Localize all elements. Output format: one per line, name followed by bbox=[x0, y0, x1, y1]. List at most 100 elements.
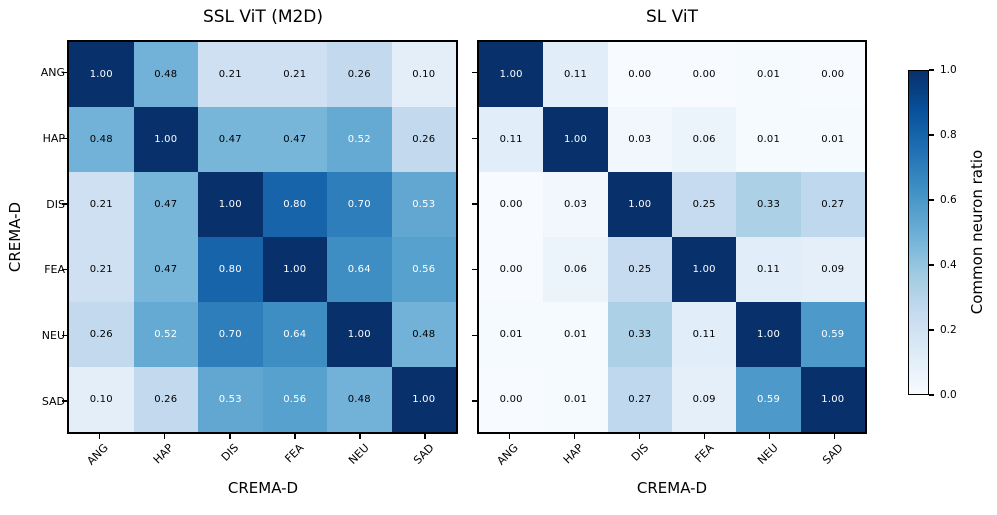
heatmap-cell: 0.52 bbox=[327, 107, 392, 172]
colorbar-tick bbox=[929, 264, 934, 266]
axis-tick bbox=[472, 400, 477, 402]
heatmap-cell: 0.00 bbox=[672, 42, 737, 107]
heatmap-cell: 0.47 bbox=[133, 237, 198, 302]
heatmap-cell: 0.21 bbox=[69, 172, 134, 237]
heatmap-cell: 0.21 bbox=[262, 42, 327, 107]
axis-tick bbox=[228, 434, 231, 439]
heatmap-cell: 0.03 bbox=[543, 172, 608, 237]
xtick-label: ANG bbox=[84, 441, 112, 468]
heatmap-cell: 0.01 bbox=[736, 42, 801, 107]
heatmap-cell: 0.21 bbox=[198, 42, 263, 107]
heatmap-cell: 0.01 bbox=[543, 367, 608, 432]
axis-tick bbox=[359, 434, 361, 439]
colorbar-tick bbox=[929, 199, 934, 201]
colorbar-label: Common neuron ratio bbox=[968, 149, 986, 315]
heatmap-cell: 0.06 bbox=[672, 107, 737, 172]
colorbar-tick-label: 1.0 bbox=[940, 64, 957, 76]
heatmap-cell: 0.33 bbox=[607, 302, 672, 367]
axis-tick bbox=[472, 137, 477, 140]
axis-tick bbox=[833, 434, 836, 439]
heatmap-cell: 0.01 bbox=[479, 302, 544, 367]
heatmap-cell: 0.52 bbox=[133, 302, 198, 367]
axis-tick bbox=[62, 137, 67, 140]
colorbar-tick bbox=[929, 329, 934, 331]
xtick-label: FEA bbox=[282, 441, 307, 466]
heatmap-cell: 0.80 bbox=[198, 237, 263, 302]
heatmap-cell: 0.06 bbox=[543, 237, 608, 302]
heatmap-cell: 0.47 bbox=[133, 172, 198, 237]
heatmap-cell: 0.11 bbox=[672, 302, 737, 367]
heatmap-cell: 1.00 bbox=[327, 302, 392, 367]
colorbar-tick-label: 0.4 bbox=[940, 259, 957, 271]
heatmap-cell: 0.27 bbox=[607, 367, 672, 432]
right-heatmap-title: SL ViT bbox=[645, 7, 699, 27]
colorbar-tick bbox=[929, 69, 934, 71]
xtick-label: NEU bbox=[346, 441, 372, 467]
heatmap-cell: 0.53 bbox=[391, 172, 456, 237]
axis-tick bbox=[294, 434, 296, 439]
heatmap-cell: 0.09 bbox=[672, 367, 737, 432]
heatmap-cell: 0.26 bbox=[133, 367, 198, 432]
axis-tick bbox=[62, 71, 67, 74]
heatmap-cell: 0.03 bbox=[607, 107, 672, 172]
axis-tick bbox=[508, 434, 511, 439]
heatmap-sl-vit: 1.00 0.11 0.00 0.00 0.01 0.00 0.11 1.00 0.03 0.06… bbox=[477, 40, 867, 434]
heatmap-cell: 1.00 bbox=[391, 367, 456, 432]
heatmap-cell: 0.11 bbox=[543, 42, 608, 107]
xtick-label: HAP bbox=[151, 441, 177, 467]
heatmap-cell: 0.53 bbox=[198, 367, 263, 432]
colorbar-tick-label: 0.2 bbox=[940, 324, 957, 336]
heatmap-cell: 0.09 bbox=[800, 237, 865, 302]
x-axis-label-left: CREMA-D bbox=[227, 479, 299, 497]
xtick-label: DIS bbox=[628, 441, 651, 464]
heatmap-cell: 1.00 bbox=[800, 367, 865, 432]
axis-tick bbox=[472, 268, 477, 271]
heatmap-ssl-vit: 1.00 0.48 0.21 0.21 0.26 0.10 0.48 1.00 0.47 0.47… bbox=[67, 40, 458, 434]
axis-tick bbox=[62, 334, 67, 337]
colorbar-tick-label: 0.8 bbox=[940, 129, 957, 141]
heatmap-cell: 0.11 bbox=[736, 237, 801, 302]
heatmap-cell: 0.00 bbox=[607, 42, 672, 107]
ytick-label: FEA bbox=[44, 263, 65, 277]
ytick-label: NEU bbox=[41, 329, 65, 342]
heatmap-cell: 0.26 bbox=[391, 107, 456, 172]
heatmap-cell: 1.00 bbox=[543, 107, 608, 172]
heatmap-cell: 0.10 bbox=[69, 367, 134, 432]
heatmap-cell: 0.70 bbox=[327, 172, 392, 237]
heatmap-cell: 1.00 bbox=[672, 237, 737, 302]
colorbar bbox=[908, 70, 929, 395]
axis-tick bbox=[62, 400, 67, 402]
heatmap-cell: 1.00 bbox=[607, 172, 672, 237]
heatmap-cell: 0.25 bbox=[672, 172, 737, 237]
heatmap-cell: 0.11 bbox=[479, 107, 544, 172]
heatmap-cell: 0.00 bbox=[479, 237, 544, 302]
heatmap-cell: 0.01 bbox=[543, 302, 608, 367]
heatmap-cell: 0.56 bbox=[262, 367, 327, 432]
heatmap-cell: 0.56 bbox=[391, 237, 456, 302]
axis-tick bbox=[62, 203, 67, 205]
heatmap-cell: 1.00 bbox=[736, 302, 801, 367]
left-heatmap-title: SSL ViT (M2D) bbox=[202, 7, 324, 27]
heatmap-cell: 1.00 bbox=[479, 42, 544, 107]
xtick-label: HAP bbox=[560, 441, 586, 467]
x-axis-label-right: CREMA-D bbox=[636, 479, 708, 497]
xtick-label: SAD bbox=[411, 441, 437, 467]
axis-tick bbox=[163, 434, 166, 439]
heatmap-cell: 0.33 bbox=[736, 172, 801, 237]
heatmap-cell: 0.70 bbox=[198, 302, 263, 367]
heatmap-cell: 0.26 bbox=[327, 42, 392, 107]
ytick-label: SAD bbox=[41, 394, 65, 408]
heatmap-cell: 1.00 bbox=[69, 42, 134, 107]
colorbar-tick-label: 0.0 bbox=[940, 389, 957, 401]
heatmap-cell: 0.27 bbox=[800, 172, 865, 237]
y-axis-label: CREMA-D bbox=[6, 201, 24, 273]
xtick-label: ANG bbox=[494, 441, 521, 468]
heatmap-cell: 0.10 bbox=[391, 42, 456, 107]
ytick-label: DIS bbox=[46, 197, 65, 211]
xtick-label: DIS bbox=[218, 441, 242, 464]
heatmap-cell: 0.00 bbox=[479, 172, 544, 237]
heatmap-cell: 0.47 bbox=[262, 107, 327, 172]
colorbar-tick bbox=[929, 134, 934, 136]
heatmap-cell: 1.00 bbox=[133, 107, 198, 172]
